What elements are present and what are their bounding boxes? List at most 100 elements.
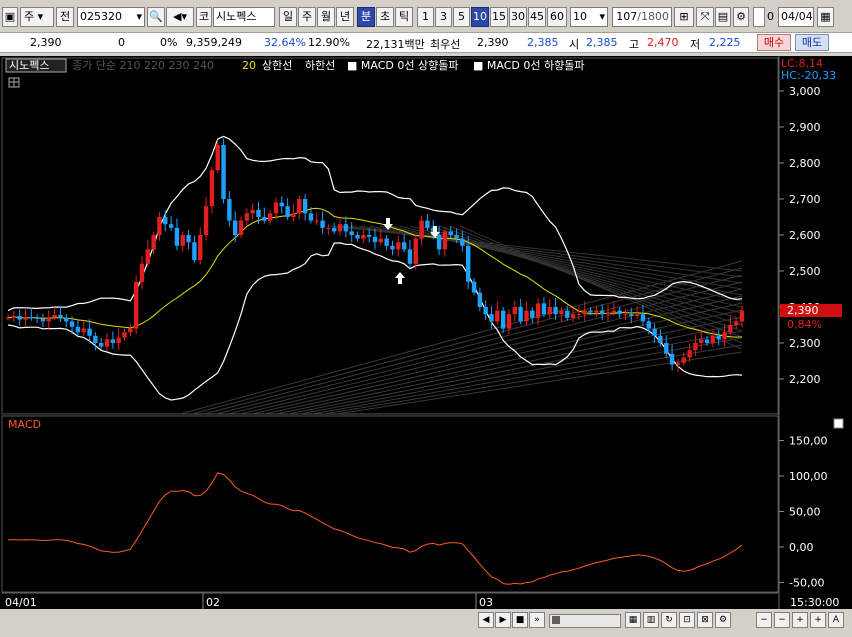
search-icon[interactable]: 🔍 <box>147 7 165 27</box>
code-value: 025320 <box>80 10 122 23</box>
expand-icon[interactable]: ⊠ <box>697 612 713 628</box>
candle-body <box>605 312 611 315</box>
market-type-select[interactable]: 주 ▾ <box>20 7 54 27</box>
period-tick[interactable]: 틱 <box>395 7 413 27</box>
view-button[interactable]: 전 <box>56 7 74 27</box>
candle-body <box>454 235 459 239</box>
candle-body <box>17 316 22 320</box>
stock-name-field[interactable]: 시노펙스 <box>213 7 275 27</box>
interval-45[interactable]: 45 <box>528 7 546 27</box>
compare-icon[interactable]: ⤧ <box>696 7 714 27</box>
candle-body <box>570 314 576 318</box>
open-label: 시 <box>569 38 580 51</box>
candle-body <box>244 213 250 221</box>
candle-body <box>308 213 314 221</box>
candle-body <box>693 343 698 351</box>
period-second[interactable]: 초 <box>376 7 394 27</box>
current-price: 2,390 <box>30 36 62 49</box>
candle-body <box>104 339 110 347</box>
candle-body <box>157 217 162 235</box>
stop-icon[interactable]: ■ <box>512 612 528 628</box>
candle-body <box>425 220 430 228</box>
candle-body <box>722 332 727 340</box>
price-axis: 3,0002,9002,8002,7002,6002,5002,4002,300… <box>779 85 821 386</box>
sell-button[interactable]: 매도 <box>795 34 829 51</box>
zoom-out-icon[interactable]: − <box>774 612 790 628</box>
interval-30[interactable]: 30 <box>509 7 527 27</box>
play-icon[interactable]: ▶ <box>495 612 511 628</box>
candle-body <box>483 307 488 315</box>
legend-name-box[interactable] <box>5 58 67 73</box>
candle-body <box>209 170 215 207</box>
period-week[interactable]: 주 <box>298 7 316 27</box>
scroll-left-icon[interactable]: ◀ <box>478 612 494 628</box>
interval-10[interactable]: 10 <box>471 7 489 27</box>
price-pane <box>1 57 779 415</box>
zoom-in-icon[interactable]: + <box>792 612 808 628</box>
period-day[interactable]: 일 <box>279 7 297 27</box>
scroll-thumb[interactable] <box>552 616 560 624</box>
interval-5[interactable]: 5 <box>453 7 470 27</box>
board-select[interactable]: 코 <box>196 7 212 27</box>
interval-15[interactable]: 15 <box>490 7 508 27</box>
candle-body <box>681 357 686 363</box>
candle-body <box>512 307 518 315</box>
candle-body <box>87 328 92 336</box>
price-tick-label: 2,600 <box>789 229 821 242</box>
macd-close-icon[interactable] <box>833 418 844 429</box>
save-icon[interactable]: ▤ <box>715 7 731 27</box>
chart-area[interactable]: 시노펙스 종가 단순 210 220 230 240 20 상한선 하한선 ■ … <box>0 56 852 609</box>
candle-body <box>599 310 605 315</box>
bottom-bar: ◀ ▶ ■ » ▦ ▥ ↻ ⊡ ⊠ ⚙ − − + + A <box>0 610 852 631</box>
high-price: 2,470 <box>647 36 679 49</box>
interval-1[interactable]: 1 <box>417 7 434 27</box>
time-label-close: 15:30:00 <box>790 596 839 609</box>
legend-ma20: 20 <box>242 59 256 72</box>
period-minute[interactable]: 분 <box>357 7 375 27</box>
refresh-icon[interactable]: ↻ <box>661 612 677 628</box>
period-year[interactable]: 년 <box>336 7 354 27</box>
period-month[interactable]: 월 <box>317 7 335 27</box>
sound-icon[interactable]: ◀︎▾ <box>166 7 194 27</box>
current-pct-tag: 0,84% <box>787 318 822 331</box>
interval-60[interactable]: 60 <box>547 7 567 27</box>
code-dropdown-icon[interactable]: ▾ <box>136 10 142 23</box>
text-tool-icon[interactable]: A <box>828 612 844 628</box>
interval-select[interactable]: 10 ▾ <box>570 7 608 27</box>
settings-icon[interactable]: ⚙ <box>715 612 731 628</box>
fit-icon[interactable]: ⊡ <box>679 612 695 628</box>
candle-body <box>728 325 733 333</box>
fast-forward-icon[interactable]: » <box>529 612 545 628</box>
candle-body <box>139 263 145 282</box>
date-checkbox[interactable] <box>753 7 765 27</box>
calendar-icon[interactable]: ▦ <box>817 7 834 27</box>
candle-body <box>110 339 116 343</box>
zoom-icon[interactable]: ⊞ <box>674 7 694 27</box>
grid-icon[interactable]: ▦ <box>625 612 641 628</box>
chart-svg[interactable]: 시노펙스 종가 단순 210 220 230 240 20 상한선 하한선 ■ … <box>0 56 852 609</box>
price-change: 0 <box>118 36 125 49</box>
code-input[interactable]: 025320 ▾ <box>77 7 145 27</box>
candle-body <box>442 231 448 250</box>
best-ask: 2,390 <box>477 36 509 49</box>
legend-lower-band: 하한선 <box>305 58 335 72</box>
price-tick-label: 2,800 <box>789 157 821 170</box>
candle-body <box>302 199 308 214</box>
zoom-in-large-icon[interactable]: + <box>810 612 826 628</box>
chart-menu-icon[interactable]: ▣ <box>2 7 18 27</box>
date-field[interactable]: 04/04 <box>778 7 814 27</box>
candle-body <box>733 321 739 325</box>
candle-body <box>75 326 81 333</box>
candle-body <box>337 224 343 232</box>
buy-button[interactable]: 매수 <box>757 34 791 51</box>
interval-3[interactable]: 3 <box>435 7 452 27</box>
change-rate: 0% <box>160 36 178 49</box>
count-field[interactable]: 107/1800 <box>612 7 672 27</box>
scroll-track[interactable] <box>549 614 621 628</box>
bar-chart-icon[interactable]: ▥ <box>643 612 659 628</box>
zoom-out-small-icon[interactable]: − <box>756 612 772 628</box>
time-label-0401: 04/01 <box>5 596 37 609</box>
candle-body <box>629 314 634 316</box>
gear-icon[interactable]: ⚙ <box>733 7 749 27</box>
candle-body <box>518 307 523 322</box>
